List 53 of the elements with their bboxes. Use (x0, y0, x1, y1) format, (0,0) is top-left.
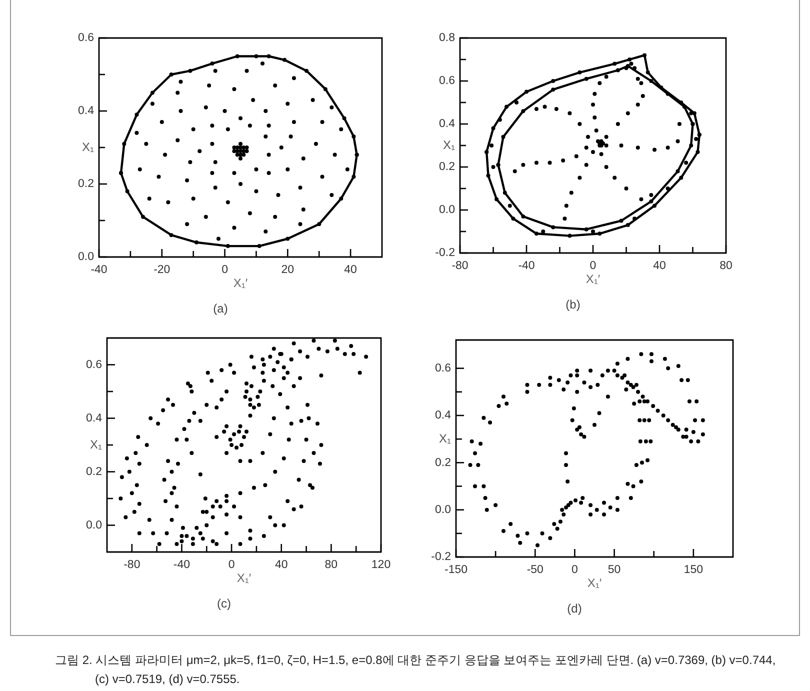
x-tick-label: 0 (572, 564, 578, 576)
y-tick-label: -0.2 (431, 551, 451, 564)
y-tick-label: 0.8 (439, 32, 455, 44)
x-axis-title: X₁′ (587, 576, 602, 590)
y-tick-label: 0.4 (78, 105, 95, 118)
x-tick-label: -80 (124, 559, 140, 572)
x-tick-label: -40 (90, 264, 108, 276)
y-tick-label: 0.4 (86, 412, 103, 424)
x-tick-label: -150 (444, 564, 468, 576)
x-tick-label: 80 (720, 260, 732, 272)
y-tick-label: 0.0 (86, 519, 102, 532)
y-tick-label: 0.0 (439, 204, 455, 216)
text: (b) (566, 298, 580, 312)
x-tick-label: 40 (653, 260, 666, 272)
x-tick-label: 120 (371, 559, 391, 572)
x-tick-label: -40 (518, 260, 535, 272)
caption: 그림 2. 시스템 파라미터 μm=2, μk=5, f1=0, ζ=0, H=1.5, e=0.8에 대한 준주기 응답을 보여주는 포엔카레 단면. (a) v=0.7369, (b) v=0.744, (c) v=0.7519, (d) v=0.7555. (55, 652, 777, 688)
y-axis-title: X₁ (82, 140, 94, 154)
x-tick-label: 80 (324, 559, 338, 572)
y-axis-title: X₁ (90, 437, 102, 452)
x-tick-label: 40 (274, 559, 288, 572)
y-tick-label: 0.4 (439, 118, 456, 130)
x-tick-label: -50 (526, 564, 544, 576)
y-tick-label: 0.6 (86, 358, 102, 371)
y-tick-label: 0.2 (86, 466, 102, 478)
y-tick-label: 0.2 (435, 456, 451, 469)
y-axis-title: X₁ (438, 431, 451, 446)
x-tick-label: -80 (452, 260, 468, 272)
y-axis-title: X₁ (442, 138, 455, 152)
y-tick-label: 0.0 (78, 251, 94, 264)
x-tick-label: 20 (281, 264, 294, 276)
text: (c) (217, 596, 231, 611)
y-tick-label: 0.6 (435, 362, 451, 374)
text: (a) (213, 302, 228, 316)
y-tick-label: 0.2 (78, 178, 94, 190)
y-tick-label: 0.4 (435, 410, 452, 422)
y-tick-label: 0.0 (435, 504, 451, 516)
x-tick-label: 0 (590, 260, 596, 272)
x-tick-label: -20 (154, 264, 170, 276)
x-tick-label: 50 (608, 564, 621, 576)
x-axis-title: X₁′ (586, 272, 601, 286)
y-tick-label: 0.2 (439, 161, 455, 174)
x-tick-label: 0 (228, 559, 235, 572)
x-tick-label: 40 (344, 264, 357, 276)
y-tick-label: 0.6 (78, 32, 94, 44)
x-tick-label: 0 (222, 264, 228, 276)
text: (d) (567, 602, 582, 616)
y-tick-label: 0.6 (439, 75, 455, 88)
x-tick-label: 150 (684, 564, 704, 576)
y-tick-label: -0.2 (435, 247, 455, 260)
x-axis-title: X₁′ (233, 276, 248, 290)
x-axis-title: X₁′ (236, 571, 252, 586)
x-tick-label: -40 (173, 559, 190, 572)
